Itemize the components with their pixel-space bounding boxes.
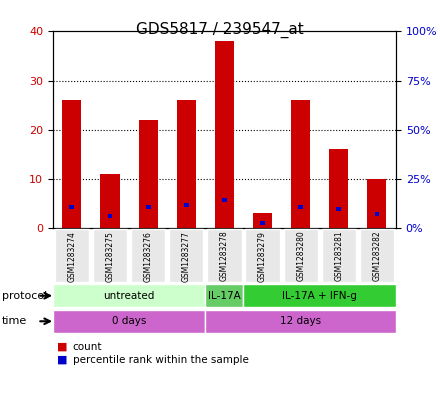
FancyBboxPatch shape bbox=[360, 229, 394, 282]
FancyBboxPatch shape bbox=[205, 284, 243, 307]
Text: ■: ■ bbox=[57, 354, 68, 365]
Bar bbox=[146, 205, 150, 209]
Text: GSM1283279: GSM1283279 bbox=[258, 231, 267, 281]
Text: time: time bbox=[2, 316, 27, 327]
Bar bbox=[337, 208, 341, 211]
Bar bbox=[291, 100, 310, 228]
Bar bbox=[222, 198, 227, 202]
Bar bbox=[298, 205, 303, 209]
FancyBboxPatch shape bbox=[55, 229, 89, 282]
Bar bbox=[184, 204, 189, 208]
FancyBboxPatch shape bbox=[207, 229, 242, 282]
Bar bbox=[108, 214, 112, 218]
FancyBboxPatch shape bbox=[322, 229, 356, 282]
Text: 0 days: 0 days bbox=[112, 316, 146, 326]
Text: GSM1283278: GSM1283278 bbox=[220, 231, 229, 281]
Text: GDS5817 / 239547_at: GDS5817 / 239547_at bbox=[136, 22, 304, 38]
Text: 12 days: 12 days bbox=[280, 316, 321, 326]
Text: ■: ■ bbox=[57, 342, 68, 352]
Text: GSM1283277: GSM1283277 bbox=[182, 231, 191, 281]
FancyBboxPatch shape bbox=[205, 310, 396, 333]
Bar bbox=[374, 212, 379, 216]
Text: GSM1283281: GSM1283281 bbox=[334, 231, 343, 281]
Bar bbox=[253, 213, 272, 228]
FancyBboxPatch shape bbox=[283, 229, 318, 282]
Bar bbox=[139, 120, 158, 228]
Text: GSM1283282: GSM1283282 bbox=[372, 231, 381, 281]
Bar bbox=[62, 100, 81, 228]
Bar bbox=[215, 41, 234, 228]
Text: percentile rank within the sample: percentile rank within the sample bbox=[73, 354, 249, 365]
FancyBboxPatch shape bbox=[243, 284, 396, 307]
Bar bbox=[177, 100, 196, 228]
FancyBboxPatch shape bbox=[131, 229, 165, 282]
FancyBboxPatch shape bbox=[53, 310, 205, 333]
Text: GSM1283276: GSM1283276 bbox=[143, 231, 153, 281]
Text: protocol: protocol bbox=[2, 291, 48, 301]
Bar bbox=[367, 179, 386, 228]
Text: count: count bbox=[73, 342, 102, 352]
Text: IL-17A: IL-17A bbox=[208, 291, 241, 301]
FancyBboxPatch shape bbox=[246, 229, 280, 282]
Bar bbox=[329, 149, 348, 228]
FancyBboxPatch shape bbox=[93, 229, 127, 282]
Text: GSM1283274: GSM1283274 bbox=[67, 231, 77, 281]
Text: GSM1283275: GSM1283275 bbox=[106, 231, 114, 281]
Bar bbox=[100, 174, 120, 228]
Bar bbox=[260, 221, 265, 225]
Text: untreated: untreated bbox=[103, 291, 155, 301]
FancyBboxPatch shape bbox=[169, 229, 203, 282]
Bar bbox=[70, 205, 74, 209]
Text: IL-17A + IFN-g: IL-17A + IFN-g bbox=[282, 291, 357, 301]
Text: GSM1283280: GSM1283280 bbox=[296, 231, 305, 281]
FancyBboxPatch shape bbox=[53, 284, 205, 307]
